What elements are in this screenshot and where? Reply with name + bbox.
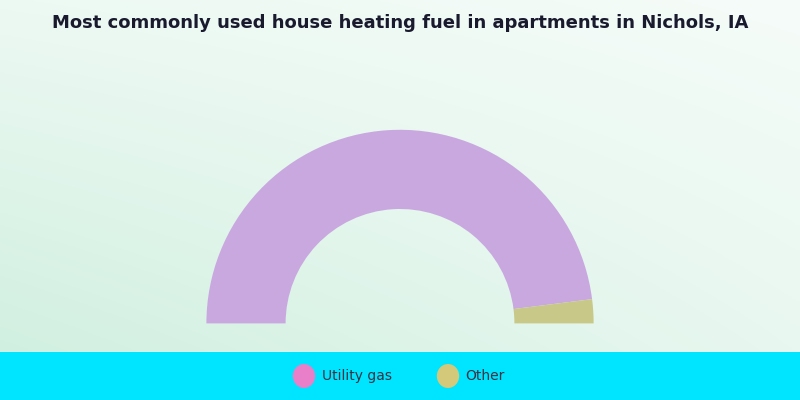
Text: Other: Other xyxy=(466,369,505,383)
Ellipse shape xyxy=(293,364,315,388)
Ellipse shape xyxy=(437,364,459,388)
Wedge shape xyxy=(514,299,594,323)
Text: Most commonly used house heating fuel in apartments in Nichols, IA: Most commonly used house heating fuel in… xyxy=(52,14,748,32)
Wedge shape xyxy=(206,130,592,323)
Text: Utility gas: Utility gas xyxy=(322,369,392,383)
